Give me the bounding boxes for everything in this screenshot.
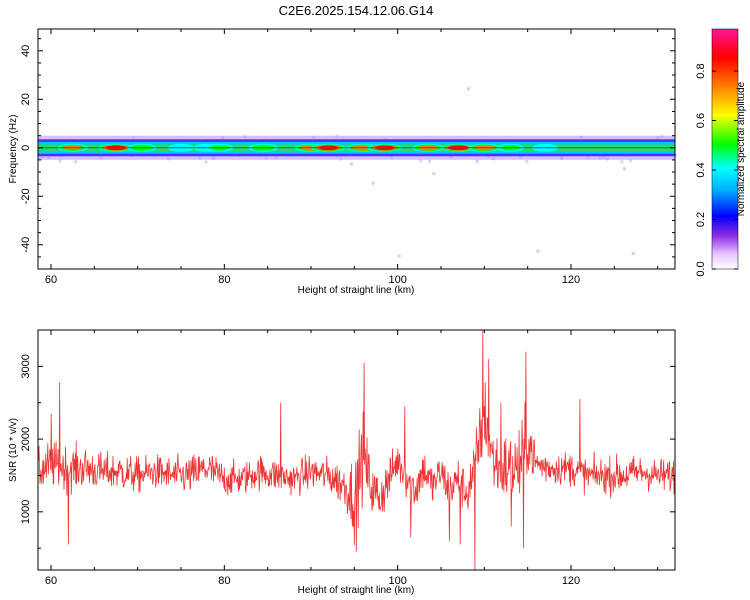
spectrogram-speckle bbox=[629, 159, 633, 163]
spectrogram-content bbox=[38, 87, 677, 258]
spectrogram-x-tick-label: 60 bbox=[45, 274, 57, 286]
snr-x-tick-label: 100 bbox=[388, 575, 406, 587]
snr-frame bbox=[37, 329, 676, 571]
spectrogram-speckle bbox=[58, 159, 62, 163]
colorbar-tick-label: 0.4 bbox=[695, 162, 707, 177]
spectrogram-speckle bbox=[419, 159, 423, 163]
snr-x-tick-label: 120 bbox=[562, 575, 580, 587]
spectrogram-speckle bbox=[525, 160, 529, 164]
spectrogram-x-tick-label: 120 bbox=[562, 274, 580, 286]
colorbar: 0.0 0.2 0.4 0.6 0.8 Normalized spectral ampl… bbox=[695, 28, 747, 277]
snr-content bbox=[38, 330, 675, 570]
spectrogram-x-tick-label: 100 bbox=[388, 274, 406, 286]
spectrogram-outlier bbox=[623, 167, 626, 171]
spectrogram-x-axis: 60 80 100 120 bbox=[45, 29, 659, 286]
colorbar-tick-label: 0.8 bbox=[695, 63, 707, 78]
spectrogram-y-axis: -40 -20 0 20 40 bbox=[20, 38, 675, 258]
spectrogram-speckle bbox=[204, 160, 208, 164]
chart-title: C2E6.2025.154.12.06.G14 bbox=[279, 3, 434, 18]
spectrogram-outlier bbox=[631, 252, 635, 256]
spectrogram-panel: 60 80 100 120 -40 -20 0 20 40 Height of straigh… bbox=[8, 28, 677, 296]
colorbar-tick-label: 0.0 bbox=[695, 261, 707, 276]
spectrogram-y-tick-label: 20 bbox=[20, 93, 32, 105]
snr-x-tick-label: 60 bbox=[45, 575, 57, 587]
colorbar-gradient bbox=[711, 28, 739, 270]
spectrogram-outlier bbox=[350, 162, 353, 166]
snr-panel: 60 80 100 120 1000 2000 3000 Height of straig… bbox=[8, 329, 676, 596]
spectrogram-outlier bbox=[475, 159, 479, 163]
snr-y-axis-title: SNR (10 * v/v) bbox=[8, 418, 19, 482]
colorbar-tick-label: 0.2 bbox=[695, 212, 707, 227]
spectrogram-speckle bbox=[74, 160, 78, 164]
spectrogram-y-tick-label: 40 bbox=[20, 45, 32, 57]
spectrogram-y-tick-label: -40 bbox=[20, 237, 32, 253]
snr-y-axis: 1000 2000 3000 bbox=[20, 329, 675, 549]
spectrogram-outlier bbox=[397, 254, 401, 258]
spectrogram-outlier bbox=[432, 172, 436, 176]
snr-y-tick-label: 1000 bbox=[20, 500, 32, 524]
spectrogram-speckle bbox=[428, 159, 432, 163]
snr-x-axis: 60 80 100 120 bbox=[45, 330, 659, 587]
spectrogram-x-tick-label: 80 bbox=[218, 274, 230, 286]
colorbar-ticks: 0.0 0.2 0.4 0.6 0.8 bbox=[695, 63, 738, 277]
colorbar-tick-label: 0.6 bbox=[695, 113, 707, 128]
spectrogram-y-tick-label: -20 bbox=[20, 188, 32, 204]
snr-x-tick-label: 80 bbox=[218, 575, 230, 587]
spectrogram-x-axis-title: Height of straight line (km) bbox=[298, 285, 415, 296]
spectrogram-outlier bbox=[536, 249, 540, 253]
spectrogram-outlier bbox=[371, 181, 375, 185]
snr-y-tick-label: 3000 bbox=[20, 354, 32, 378]
spectrogram-outlier bbox=[467, 87, 470, 91]
snr-series-line bbox=[38, 330, 675, 570]
spectrogram-y-axis-title: Frequency (Hz) bbox=[8, 115, 19, 184]
spectrogram-speckle bbox=[620, 160, 624, 164]
snr-x-axis-title: Height of straight line (km) bbox=[298, 585, 415, 596]
colorbar-label: Normalized spectral amplitude bbox=[736, 81, 747, 216]
spectrogram-frame bbox=[37, 28, 676, 270]
snr-y-tick-label: 2000 bbox=[20, 427, 32, 451]
spectrogram-y-tick-label: 0 bbox=[20, 145, 32, 151]
